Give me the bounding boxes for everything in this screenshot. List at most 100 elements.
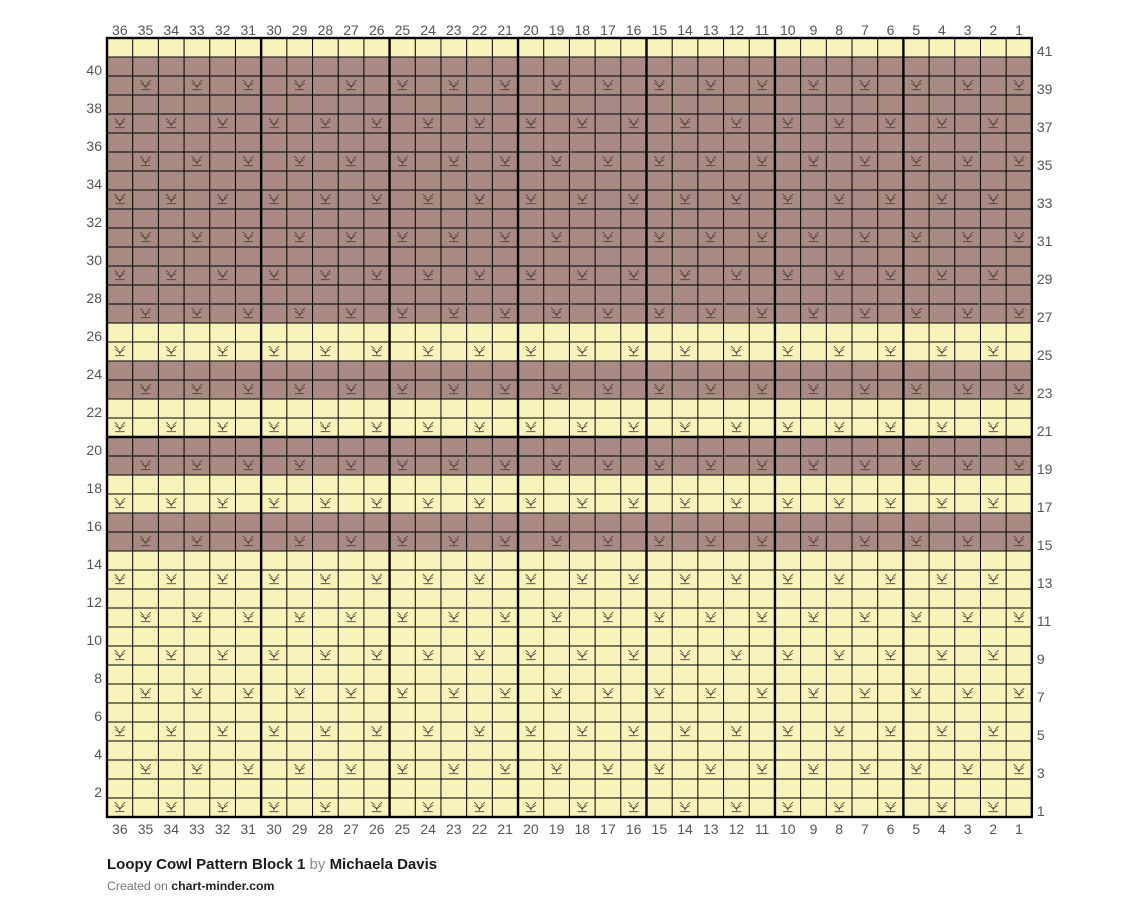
svg-text:27: 27: [343, 821, 359, 837]
svg-text:22: 22: [472, 22, 488, 38]
svg-text:33: 33: [1037, 195, 1053, 211]
svg-text:26: 26: [86, 328, 102, 344]
svg-text:27: 27: [343, 22, 359, 38]
svg-text:26: 26: [369, 821, 385, 837]
svg-text:11: 11: [755, 22, 770, 38]
svg-text:25: 25: [1037, 347, 1053, 363]
svg-text:6: 6: [94, 708, 102, 724]
svg-text:7: 7: [1037, 689, 1045, 705]
svg-text:1: 1: [1037, 803, 1045, 819]
svg-text:13: 13: [703, 821, 719, 837]
svg-text:15: 15: [1037, 537, 1053, 553]
svg-text:28: 28: [318, 22, 334, 38]
svg-text:4: 4: [938, 22, 946, 38]
svg-text:17: 17: [1037, 499, 1053, 515]
svg-text:7: 7: [861, 22, 869, 38]
svg-text:33: 33: [189, 821, 205, 837]
svg-text:4: 4: [94, 746, 102, 762]
svg-text:8: 8: [835, 821, 843, 837]
svg-text:20: 20: [86, 442, 102, 458]
svg-text:35: 35: [1037, 157, 1053, 173]
svg-text:16: 16: [626, 821, 642, 837]
svg-text:6: 6: [887, 821, 895, 837]
svg-text:32: 32: [215, 22, 231, 38]
svg-text:15: 15: [652, 22, 668, 38]
svg-text:36: 36: [112, 22, 128, 38]
svg-text:30: 30: [86, 252, 102, 268]
svg-text:29: 29: [292, 821, 308, 837]
svg-text:24: 24: [86, 366, 102, 382]
svg-text:34: 34: [86, 176, 102, 192]
svg-text:36: 36: [86, 138, 102, 154]
svg-text:24: 24: [420, 821, 436, 837]
svg-text:11: 11: [1037, 613, 1052, 629]
svg-text:28: 28: [318, 821, 334, 837]
svg-text:13: 13: [703, 22, 719, 38]
svg-text:33: 33: [189, 22, 205, 38]
svg-text:2: 2: [94, 784, 102, 800]
svg-text:30: 30: [266, 22, 282, 38]
svg-text:20: 20: [523, 22, 539, 38]
svg-text:28: 28: [86, 290, 102, 306]
svg-text:25: 25: [395, 22, 411, 38]
svg-text:27: 27: [1037, 309, 1053, 325]
svg-text:31: 31: [1037, 233, 1053, 249]
svg-text:16: 16: [626, 22, 642, 38]
svg-text:36: 36: [112, 821, 128, 837]
svg-text:34: 34: [163, 22, 179, 38]
svg-text:17: 17: [600, 821, 616, 837]
svg-text:10: 10: [780, 821, 796, 837]
svg-text:12: 12: [729, 821, 745, 837]
svg-text:19: 19: [1037, 461, 1053, 477]
svg-text:11: 11: [755, 821, 770, 837]
svg-text:30: 30: [266, 821, 282, 837]
svg-text:21: 21: [497, 821, 513, 837]
svg-text:10: 10: [780, 22, 796, 38]
svg-text:3: 3: [964, 22, 972, 38]
svg-text:9: 9: [810, 22, 818, 38]
svg-text:40: 40: [86, 62, 102, 78]
svg-text:17: 17: [600, 22, 616, 38]
svg-text:32: 32: [215, 821, 231, 837]
svg-text:5: 5: [912, 821, 920, 837]
svg-text:29: 29: [292, 22, 308, 38]
svg-text:12: 12: [86, 594, 102, 610]
svg-text:41: 41: [1037, 43, 1053, 59]
svg-text:9: 9: [1037, 651, 1045, 667]
svg-text:22: 22: [472, 821, 488, 837]
svg-text:34: 34: [163, 821, 179, 837]
svg-text:18: 18: [574, 821, 590, 837]
svg-text:1: 1: [1015, 22, 1023, 38]
svg-text:9: 9: [810, 821, 818, 837]
svg-text:20: 20: [523, 821, 539, 837]
svg-text:25: 25: [395, 821, 411, 837]
svg-text:37: 37: [1037, 119, 1053, 135]
svg-text:24: 24: [420, 22, 436, 38]
svg-text:19: 19: [549, 22, 565, 38]
svg-text:29: 29: [1037, 271, 1053, 287]
svg-text:21: 21: [1037, 423, 1053, 439]
svg-text:18: 18: [86, 480, 102, 496]
svg-text:8: 8: [835, 22, 843, 38]
svg-text:21: 21: [497, 22, 513, 38]
svg-text:35: 35: [138, 22, 154, 38]
svg-text:2: 2: [989, 821, 997, 837]
svg-text:16: 16: [86, 518, 102, 534]
svg-text:12: 12: [729, 22, 745, 38]
svg-text:31: 31: [241, 22, 257, 38]
svg-text:14: 14: [86, 556, 102, 572]
svg-text:19: 19: [549, 821, 565, 837]
svg-text:3: 3: [1037, 765, 1045, 781]
svg-text:22: 22: [86, 404, 102, 420]
svg-text:8: 8: [94, 670, 102, 686]
svg-text:26: 26: [369, 22, 385, 38]
svg-text:38: 38: [86, 100, 102, 116]
svg-text:13: 13: [1037, 575, 1053, 591]
svg-text:39: 39: [1037, 81, 1053, 97]
svg-text:6: 6: [887, 22, 895, 38]
svg-text:35: 35: [138, 821, 154, 837]
svg-text:7: 7: [861, 821, 869, 837]
svg-text:1: 1: [1015, 821, 1023, 837]
svg-text:10: 10: [86, 632, 102, 648]
svg-text:31: 31: [241, 821, 257, 837]
